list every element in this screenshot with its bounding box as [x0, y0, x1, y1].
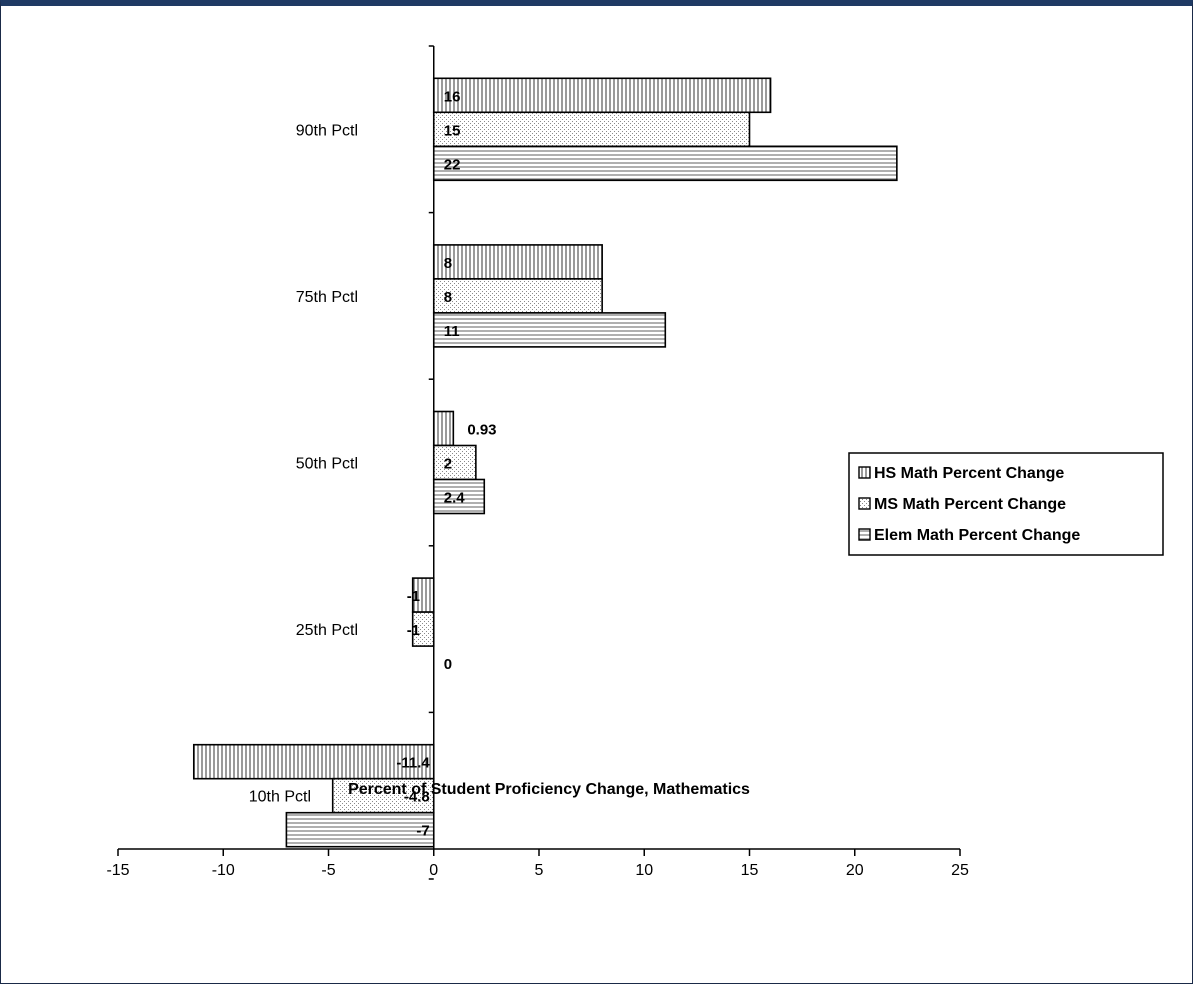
x-tick-label: 0 [429, 862, 438, 879]
labels-layer: 90th Pctl 16 15 22 75th Pctl 8 8 11 50th Pctl 0.9… [249, 88, 497, 839]
legend-swatch [858, 497, 871, 510]
data-label: 0 [444, 656, 452, 673]
bar [192, 743, 435, 780]
x-tick-label: 20 [846, 862, 864, 879]
category-label: 75th Pctl [296, 289, 358, 306]
data-label: 0.93 [467, 422, 496, 439]
data-label: 11 [444, 323, 460, 340]
bar [432, 111, 751, 148]
data-label: -4.8 [404, 789, 430, 806]
bar [432, 244, 603, 280]
data-label: 8 [444, 289, 452, 306]
bar [432, 278, 603, 314]
legend-label: HS Math Percent Change [874, 465, 1064, 482]
x-tick-label: 25 [951, 862, 969, 879]
bar [432, 145, 898, 182]
bar [432, 312, 667, 348]
data-label: 2.4 [444, 490, 466, 507]
legend: HS Math Percent Change MS Math Percent Ch… [848, 452, 1164, 556]
x-tick-label: -10 [212, 862, 235, 879]
axis-layer: -15 -10 -5 0 5 10 15 20 25 [106, 45, 969, 880]
data-label: 2 [444, 456, 452, 473]
data-label: -1 [407, 588, 420, 605]
x-tick-label: 10 [635, 862, 653, 879]
category-label: 25th Pctl [296, 622, 358, 639]
legend-label: Elem Math Percent Change [874, 527, 1080, 544]
data-label: 22 [444, 156, 461, 173]
bar [432, 77, 772, 114]
data-label: 8 [444, 255, 452, 272]
legend-label: MS Math Percent Change [874, 496, 1066, 513]
x-tick-label: -15 [106, 862, 129, 879]
legend-swatch [858, 466, 871, 479]
category-label: 50th Pctl [296, 456, 358, 473]
bars-layer [192, 77, 898, 848]
legend-box [848, 452, 1164, 556]
bar [285, 811, 435, 848]
x-tick-label: -5 [321, 862, 335, 879]
bar [432, 410, 455, 447]
bar [432, 444, 477, 481]
x-tick-label: 5 [535, 862, 544, 879]
data-label: -1 [407, 622, 420, 639]
x-tick-label: 15 [741, 862, 759, 879]
x-axis-title: Percent of Student Proficiency Change, M… [348, 781, 750, 798]
data-label: -11.4 [396, 755, 430, 772]
data-label: 16 [444, 88, 461, 105]
data-label: -7 [416, 823, 429, 840]
category-label: 10th Pctl [249, 789, 311, 806]
data-label: 15 [444, 122, 461, 139]
legend-swatch [858, 528, 871, 541]
category-label: 90th Pctl [296, 122, 358, 139]
